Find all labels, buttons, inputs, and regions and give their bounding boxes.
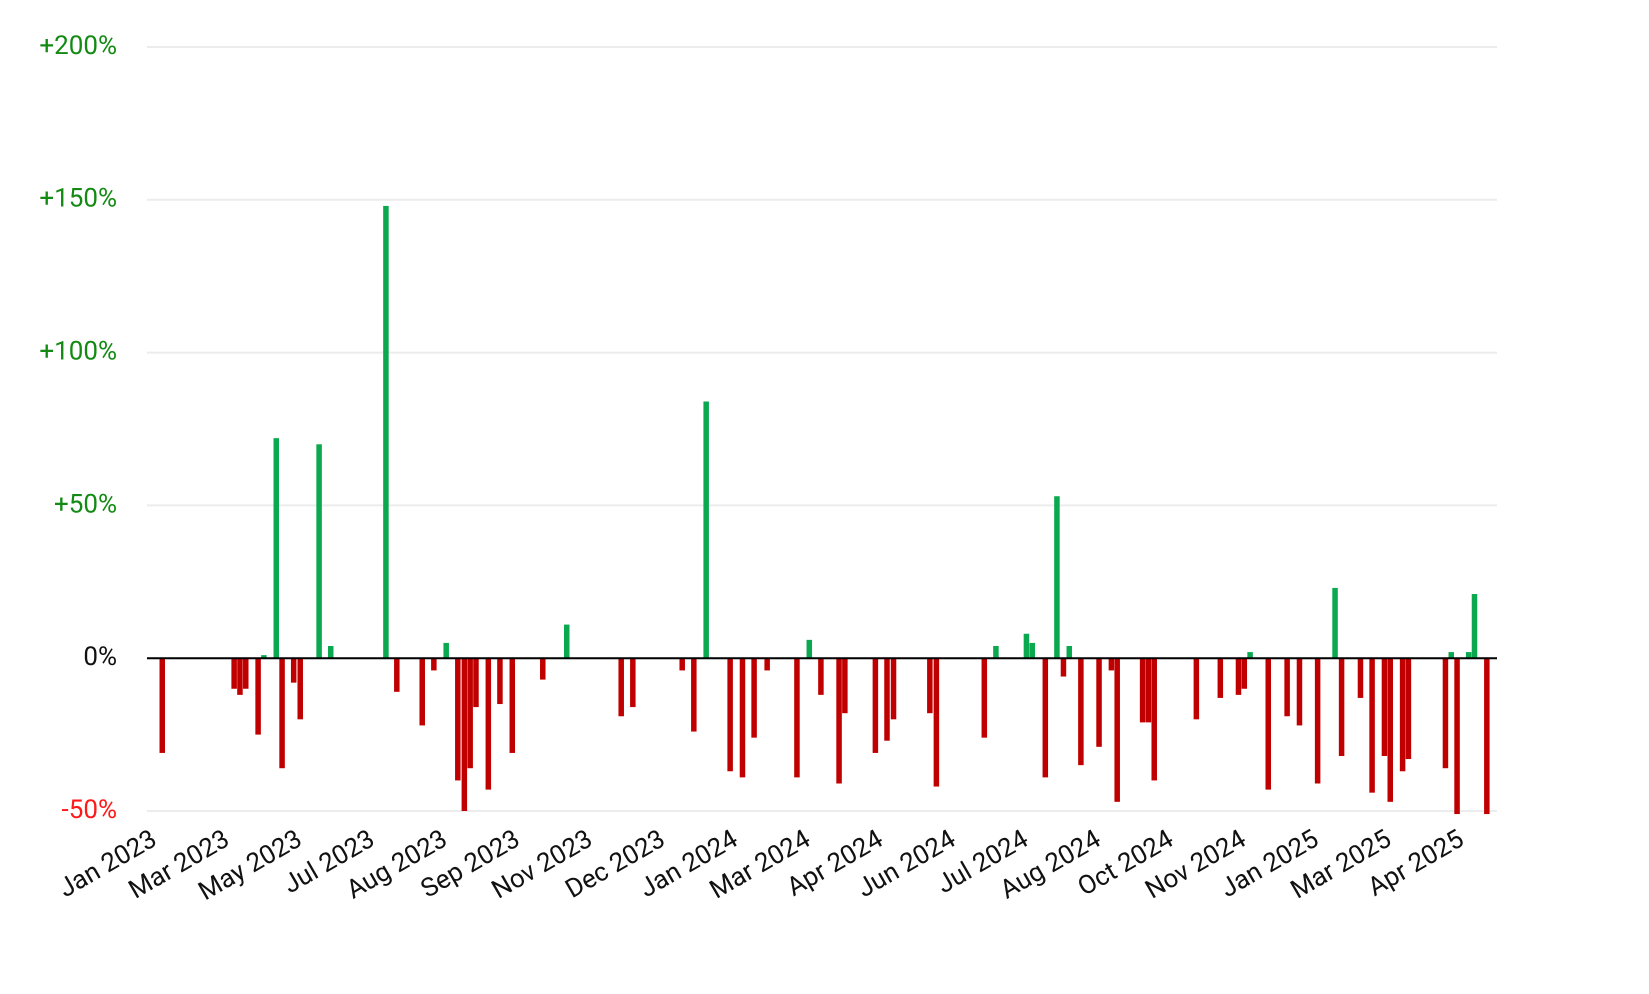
- bar: [1139, 658, 1146, 723]
- bar: [497, 658, 503, 705]
- bar: [703, 401, 709, 659]
- bar: [327, 645, 334, 659]
- y-tick-label: 0%: [83, 642, 117, 672]
- bar: [443, 642, 449, 659]
- bar: [255, 658, 261, 735]
- bar: [872, 658, 879, 753]
- bar: [290, 658, 297, 683]
- bar: [243, 658, 249, 689]
- bar: [419, 658, 425, 726]
- y-tick-label: +150%: [39, 184, 117, 214]
- bar: [1369, 658, 1375, 793]
- bar: [563, 624, 570, 659]
- bar: [273, 438, 280, 659]
- bar: [1484, 658, 1490, 815]
- bar: [485, 658, 492, 790]
- bar: [1442, 658, 1449, 769]
- bar: [1096, 658, 1102, 747]
- y-tick-label: +100%: [39, 336, 117, 366]
- bar: [394, 658, 400, 692]
- bar: [1078, 658, 1084, 766]
- bar: [1241, 658, 1248, 689]
- bar: [1054, 496, 1060, 659]
- bar: [1471, 594, 1478, 659]
- bar: [1042, 658, 1049, 778]
- bar: [431, 658, 437, 671]
- bar: [806, 639, 813, 659]
- bar: [383, 205, 389, 659]
- bar: [1284, 658, 1290, 717]
- bar: [751, 658, 757, 738]
- bar: [1387, 658, 1393, 802]
- y-tick-label: +50%: [54, 489, 117, 519]
- bar: [836, 658, 842, 784]
- bar: [1235, 658, 1242, 695]
- bar: [1405, 658, 1412, 760]
- bar: [279, 658, 285, 769]
- bar: [1060, 658, 1067, 677]
- bar: [1265, 658, 1271, 790]
- bar: [764, 658, 770, 671]
- bar: [794, 658, 800, 778]
- bar: [1314, 658, 1321, 784]
- bar: [1448, 652, 1454, 659]
- y-tick-label: -50%: [62, 795, 117, 825]
- bar: [1338, 658, 1345, 756]
- bar: [630, 658, 636, 708]
- bar: [261, 655, 267, 659]
- bar: [159, 658, 166, 753]
- bar: [1381, 658, 1388, 756]
- bar: [1151, 658, 1157, 781]
- bar: [540, 658, 546, 680]
- bar: [1357, 658, 1364, 698]
- bar: [1029, 642, 1035, 659]
- bar: [1454, 658, 1460, 815]
- bar: [1066, 645, 1073, 659]
- bar: [1145, 658, 1152, 723]
- bar: [727, 658, 733, 772]
- bar: [981, 658, 988, 738]
- bar: [884, 658, 890, 741]
- bar: [933, 658, 940, 787]
- y-tick-label: +200%: [39, 31, 117, 61]
- bar: [1399, 658, 1406, 772]
- bar: [1023, 633, 1030, 659]
- bar: [461, 658, 468, 811]
- bar: [993, 645, 999, 659]
- bar: [231, 658, 237, 689]
- bar: [818, 658, 824, 695]
- bar: [890, 658, 897, 720]
- bar: [1217, 658, 1224, 698]
- bar: [691, 658, 697, 732]
- bar: [1332, 587, 1338, 659]
- bar: [455, 658, 461, 781]
- bar: [927, 658, 933, 714]
- bar: [1247, 652, 1253, 659]
- bar: [473, 658, 479, 708]
- bar: [1114, 658, 1120, 802]
- bar: [618, 658, 624, 717]
- bar: [1193, 658, 1200, 720]
- bar: [509, 658, 516, 753]
- bar: [842, 658, 848, 714]
- bar: [679, 658, 685, 671]
- bar: [237, 658, 243, 695]
- bar: [1296, 658, 1303, 726]
- bar: [316, 444, 322, 659]
- bar: [1465, 652, 1472, 659]
- bar: [1108, 658, 1115, 671]
- bar: [297, 658, 303, 720]
- bar: [739, 658, 746, 778]
- bar: [467, 658, 473, 769]
